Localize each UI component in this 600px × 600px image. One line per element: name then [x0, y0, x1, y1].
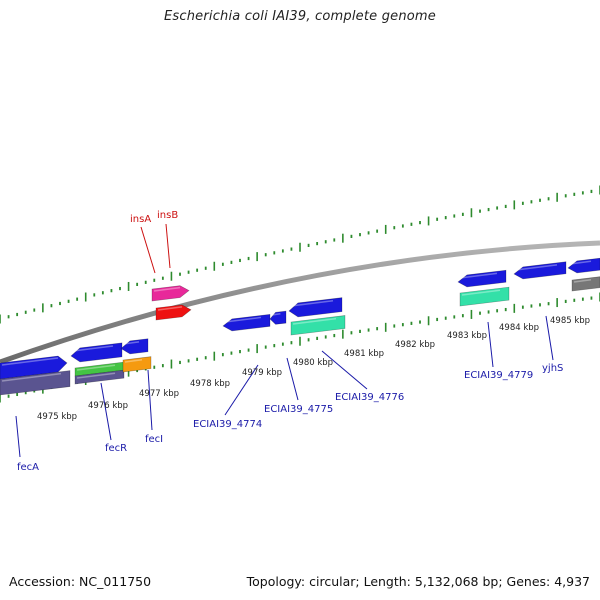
gene-insb-red	[155, 304, 192, 321]
gene-label-feci[interactable]: fecI	[145, 434, 163, 445]
leader-ecia-4779	[487, 321, 494, 368]
gene-blue-4775-highlight	[290, 299, 334, 307]
leader-insb	[165, 223, 171, 269]
scale-label: 4985 kbp	[550, 316, 590, 326]
gene-label-feca[interactable]: fecA	[17, 462, 39, 473]
gene-label-ecia-4774[interactable]: ECIAI39_4774	[193, 419, 262, 430]
genome-backbone	[0, 240, 600, 365]
gene-teal-4776	[290, 315, 346, 336]
gene-insb-red-highlight	[157, 306, 183, 311]
scale-label: 4975 kbp	[37, 412, 77, 422]
gene-fecr-blue-highlight	[72, 345, 114, 352]
gene-label-insb[interactable]: insB	[157, 210, 178, 221]
scale-label: 4983 kbp	[447, 331, 487, 341]
gene-feci-orange-highlight	[124, 358, 143, 363]
scale-label: 4982 kbp	[395, 340, 435, 350]
gene-feca-slate-highlight	[1, 372, 62, 382]
scale-label: 4978 kbp	[190, 379, 230, 389]
gene-blue-4774-highlight	[224, 316, 262, 323]
gene-feci-blue-highlight	[122, 341, 140, 345]
leader-ecia-4775	[286, 357, 299, 401]
gene-gray-edge-highlight	[573, 278, 592, 283]
map-title: Escherichia coli IAI39, complete genome	[163, 9, 436, 24]
gene-fecr-green-highlight	[76, 364, 116, 371]
gene-feca-blue	[0, 355, 68, 380]
upper-tick-ruler	[0, 185, 600, 324]
leader-yjhs	[545, 315, 554, 361]
leader-insa	[140, 226, 156, 274]
gene-blue-edge-highlight	[569, 260, 592, 265]
gene-insa-pink	[151, 285, 190, 302]
gene-fecr-slate-highlight	[76, 372, 116, 379]
label-leader-lines	[15, 223, 554, 458]
gene-teal-4779-highlight	[461, 289, 501, 296]
gene-label-yjhs[interactable]: yjhS	[542, 363, 563, 374]
gene-feci-blue	[120, 338, 149, 355]
gene-label-ecia-4779[interactable]: ECIAI39_4779	[464, 370, 533, 381]
gene-blue-4775	[288, 297, 343, 318]
gene-fecr-blue	[70, 342, 123, 363]
gene-blue-yjhs-highlight	[515, 264, 558, 271]
gene-feca-blue-highlight	[1, 357, 59, 366]
scale-label: 4981 kbp	[344, 349, 384, 359]
scale-label: 4980 kbp	[293, 358, 333, 368]
gene-feci-orange	[122, 356, 152, 373]
gene-label-ecia-4776[interactable]: ECIAI39_4776	[335, 392, 404, 403]
scale-label: 4979 kbp	[242, 368, 282, 378]
gene-blue-4774	[222, 314, 271, 332]
gene-blue-edge	[567, 257, 600, 274]
accession-label: Accession: NC_011750	[9, 574, 152, 589]
leader-feca	[15, 415, 21, 458]
gene-feca-slate	[0, 370, 71, 396]
gene-blue-4779-highlight	[459, 272, 498, 279]
leader-ecia-4776	[321, 350, 368, 390]
gene-fecr-slate	[74, 369, 125, 385]
gene-teal-4776-highlight	[292, 317, 337, 325]
leader-feci	[147, 369, 153, 431]
leader-fecr	[100, 382, 112, 441]
gene-gray-edge	[571, 276, 600, 292]
scale-label: 4984 kbp	[499, 323, 539, 333]
gene-blue-small-highlight	[271, 313, 281, 316]
gene-features	[0, 257, 600, 396]
gene-label-insa[interactable]: insA	[130, 214, 151, 225]
gene-teal-4779	[459, 286, 510, 307]
genome-stats-label: Topology: circular; Length: 5,132,068 bp…	[246, 574, 590, 589]
gene-label-ecia-4775[interactable]: ECIAI39_4775	[264, 404, 333, 415]
gene-blue-yjhs	[513, 261, 567, 280]
leader-ecia-4774	[224, 364, 259, 416]
scale-label: 4976 kbp	[88, 401, 128, 411]
gene-blue-4779	[457, 269, 507, 288]
gene-insa-pink-highlight	[153, 286, 181, 292]
scale-label: 4977 kbp	[139, 389, 179, 399]
gene-blue-small	[269, 310, 287, 325]
gene-label-fecr[interactable]: fecR	[105, 443, 127, 454]
